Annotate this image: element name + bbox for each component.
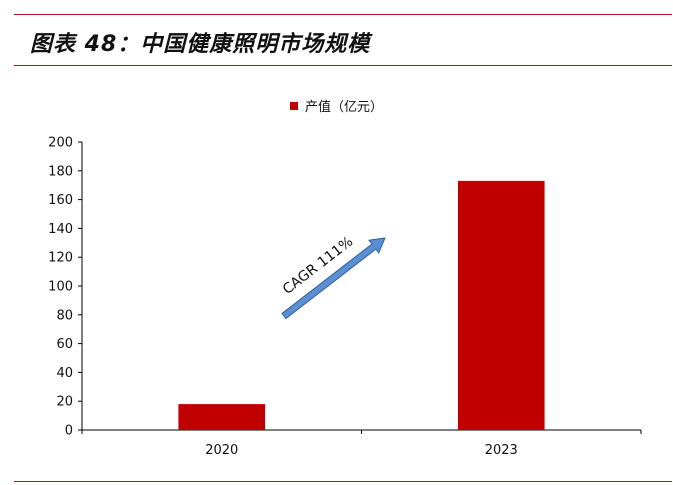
- y-tick-label: 120: [48, 251, 73, 266]
- legend-label: 产值（亿元）: [305, 99, 383, 115]
- cagr-arrow: [281, 237, 386, 320]
- bottom-rule: [14, 481, 672, 482]
- y-tick-label: 80: [56, 308, 73, 323]
- bars: [178, 180, 545, 430]
- bar-2020: [178, 404, 266, 430]
- legend-swatch: [290, 102, 298, 110]
- y-tick-label: 20: [56, 395, 73, 410]
- y-tick-label: 200: [48, 136, 73, 151]
- cagr-annotation: CAGR 111%: [280, 234, 386, 320]
- y-tick-label: 0: [65, 424, 73, 439]
- top-rule: [14, 14, 672, 15]
- y-tick-label: 180: [48, 164, 73, 179]
- y-tick-label: 60: [56, 337, 73, 352]
- y-tick-label: 100: [48, 280, 73, 295]
- legend: 产值（亿元）: [290, 99, 383, 115]
- x-axis: 2020 2023: [81, 429, 642, 458]
- page-title: 图表 48：中国健康照明市场规模: [30, 32, 371, 57]
- bar-2023: [457, 180, 545, 430]
- y-tick-label: 140: [48, 222, 73, 237]
- y-tick-label: 160: [48, 193, 73, 208]
- y-axis: 0 20 40 60 80 100 120 140 160 180 200: [48, 136, 83, 439]
- title-rule: [14, 65, 672, 66]
- x-tick-label: 2020: [205, 443, 238, 458]
- y-tick-label: 40: [56, 366, 73, 381]
- x-tick-label: 2023: [485, 443, 518, 458]
